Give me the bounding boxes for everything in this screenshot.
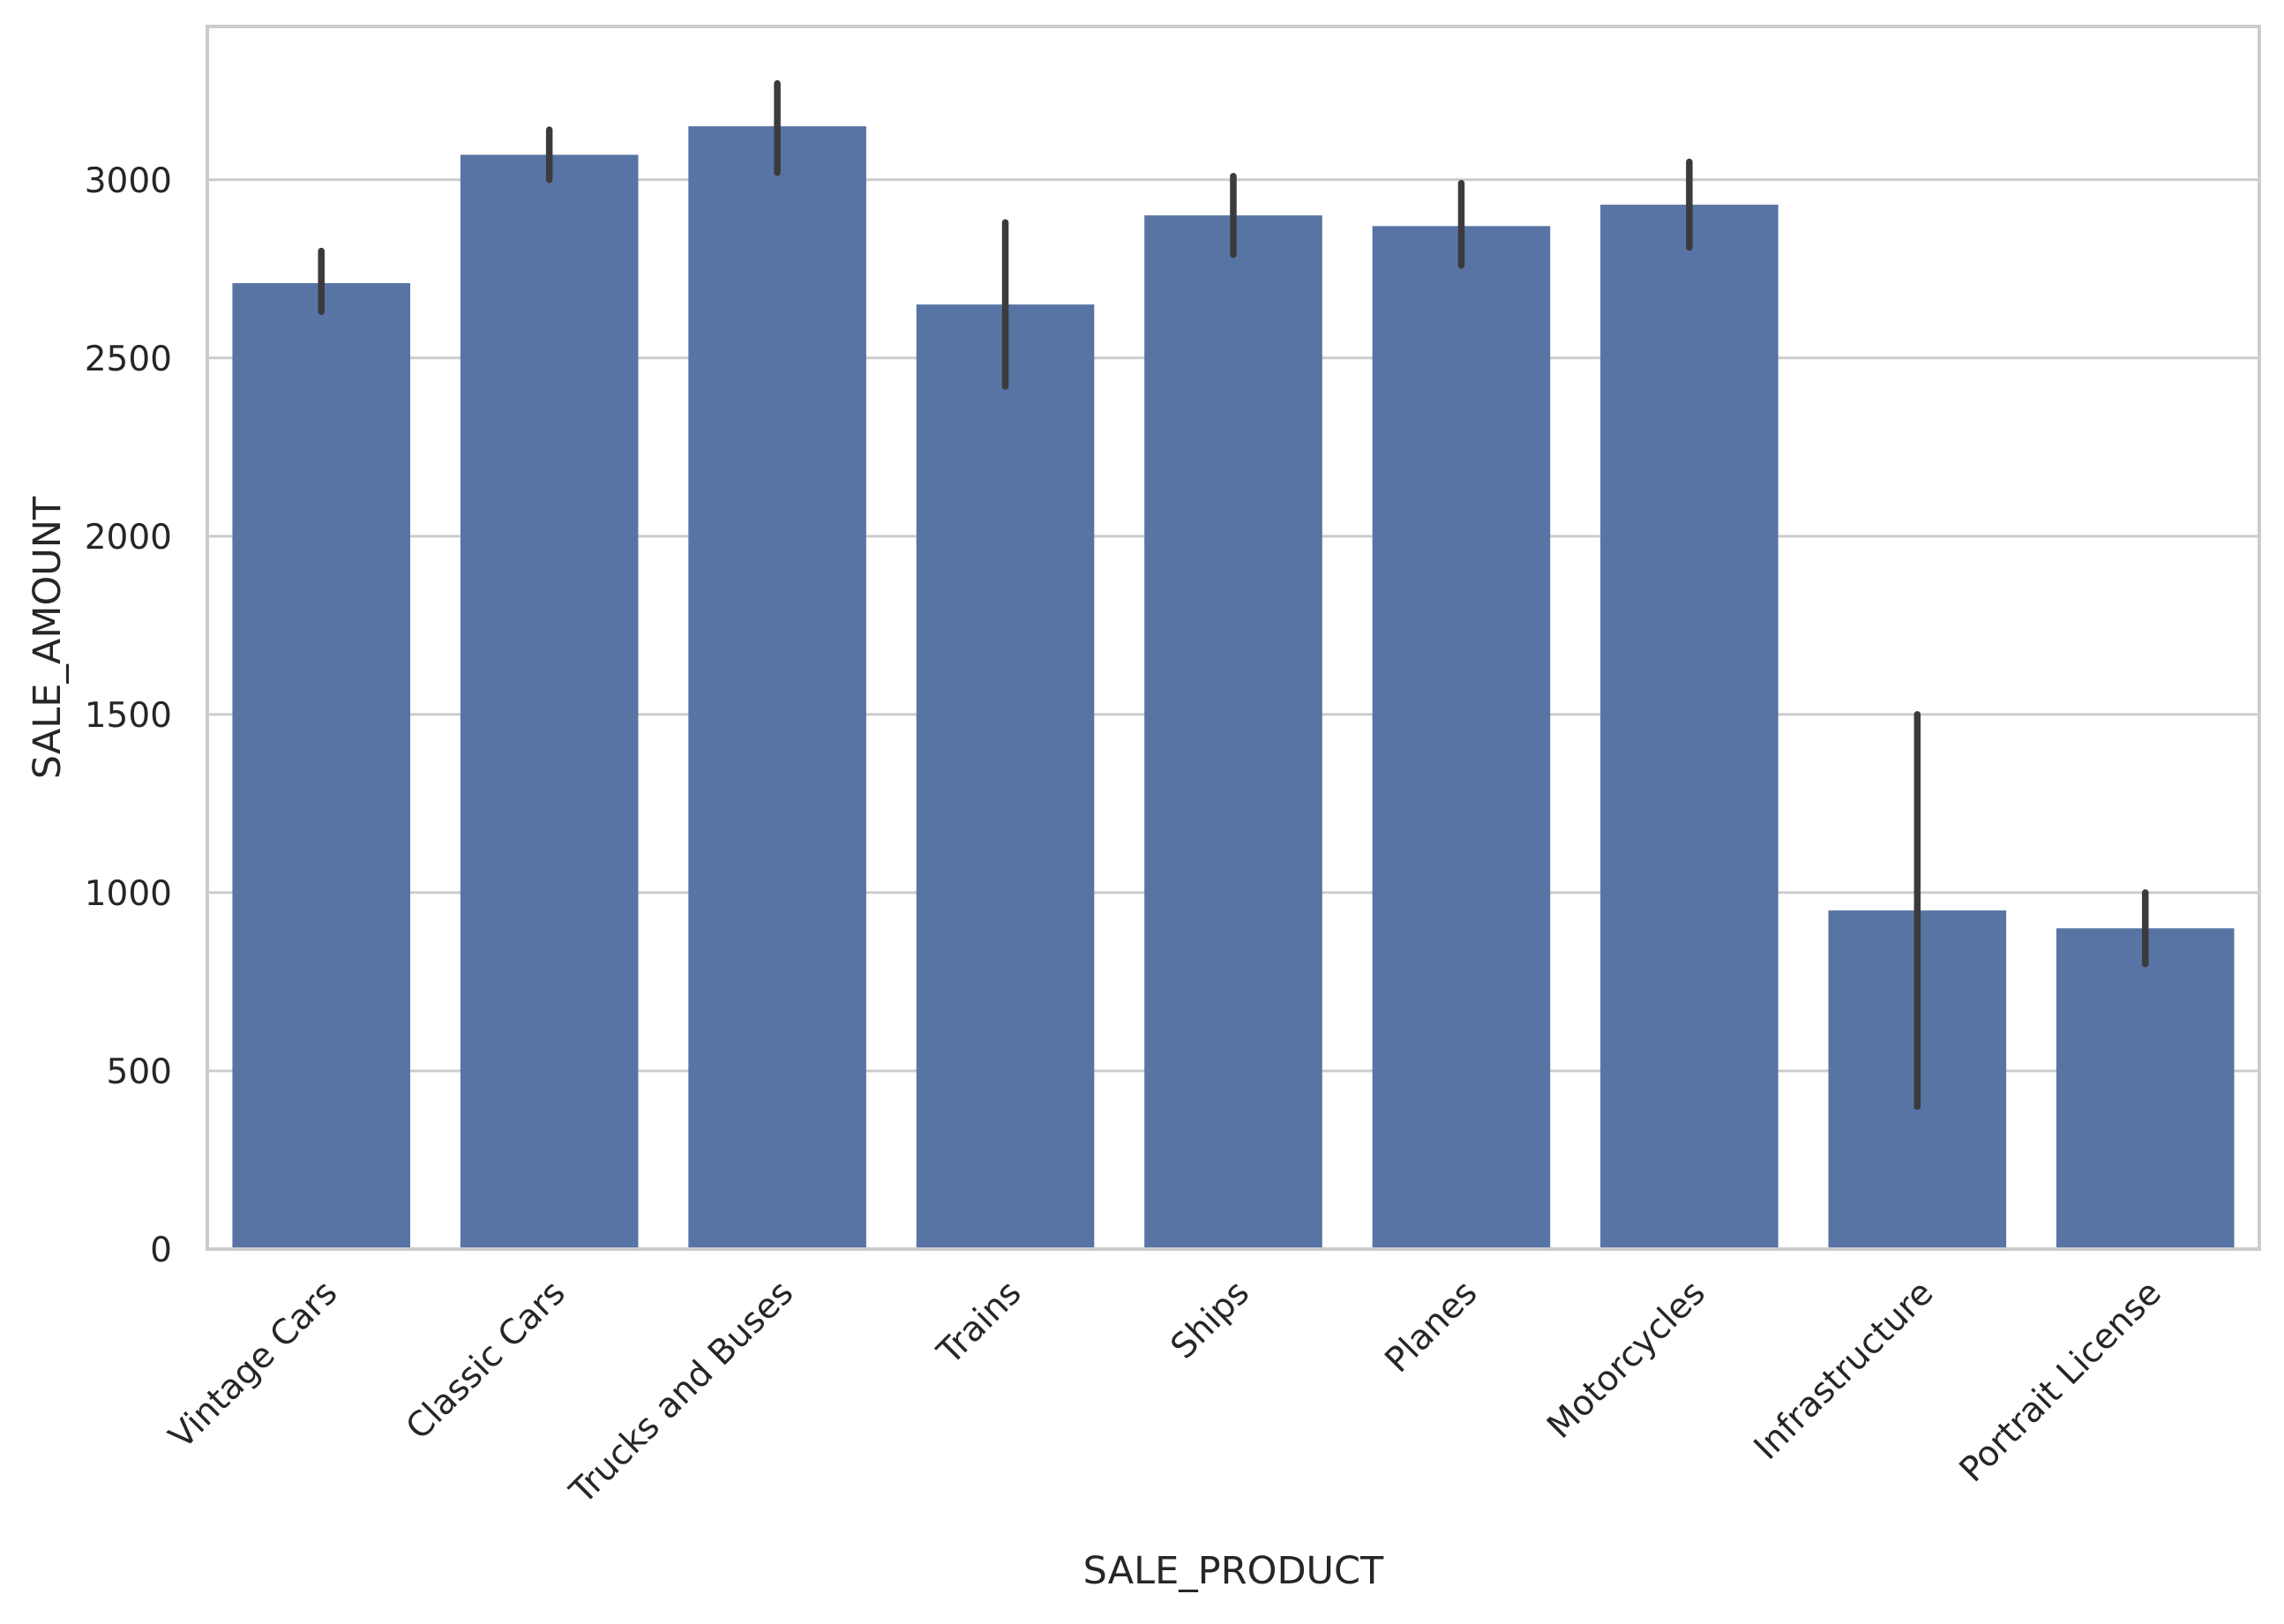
bar [460, 154, 639, 1250]
x-tick-label: Infrastructure [1747, 1273, 1942, 1468]
y-tick-label: 1000 [85, 874, 172, 914]
y-axis-ticks: 0 500 1000 1500 2000 2500 3000 [85, 161, 172, 1270]
error-bars [318, 79, 2149, 1111]
bar [688, 126, 866, 1250]
bar [232, 282, 411, 1250]
bars [232, 126, 2235, 1250]
plot-frame [206, 25, 2261, 1251]
y-tick-label: 0 [150, 1231, 172, 1270]
y-tick-label: 500 [107, 1052, 172, 1092]
bar [916, 304, 1095, 1249]
x-tick-label: Classic Cars [399, 1273, 573, 1448]
bar [1600, 205, 1779, 1250]
bar [1372, 226, 1551, 1250]
x-tick-label: Portrait License [1952, 1273, 2169, 1490]
x-tick-label: Vintage Cars [161, 1273, 345, 1456]
x-tick-label: Planes [1378, 1273, 1486, 1381]
y-tick-label: 2500 [85, 340, 172, 379]
x-tick-label: Trucks and Buses [562, 1273, 801, 1512]
y-tick-label: 1500 [85, 696, 172, 736]
y-tick-label: 2000 [85, 518, 172, 558]
x-axis-label: SALE_PRODUCT [1083, 1549, 1384, 1593]
x-tick-label: Trains [930, 1273, 1030, 1373]
x-tick-label: Motorcycles [1539, 1273, 1713, 1447]
bar [2056, 928, 2235, 1249]
y-tick-label: 3000 [85, 161, 172, 201]
bar [1144, 215, 1322, 1249]
x-tick-label: Ships [1164, 1273, 1257, 1366]
y-axis-label: SALE_AMOUNT [26, 496, 70, 779]
